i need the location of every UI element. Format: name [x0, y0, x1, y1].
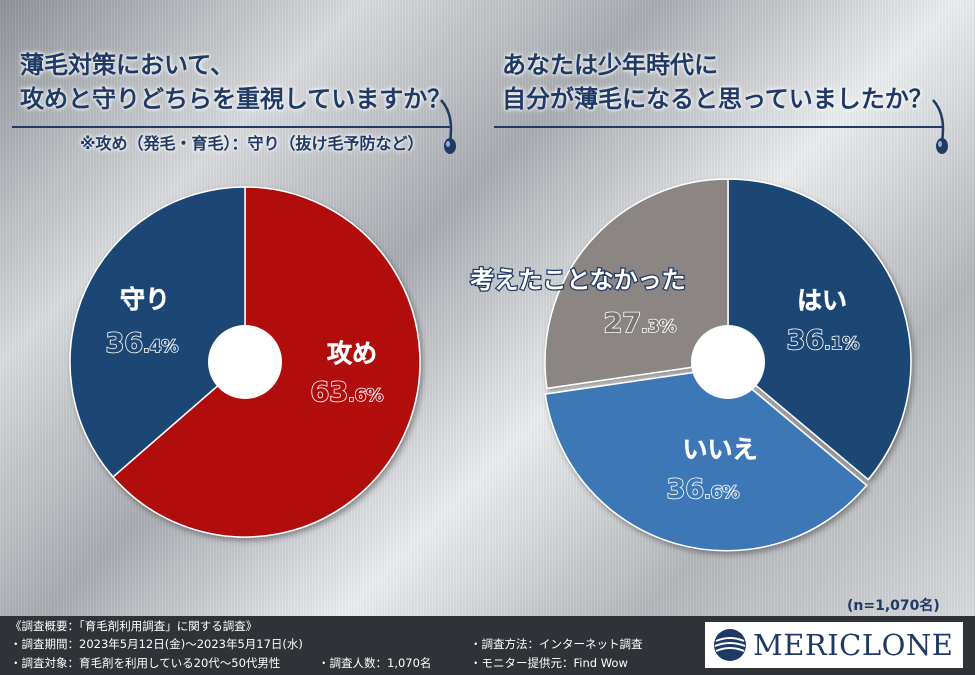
right-title-underline [494, 126, 944, 128]
right-title-line1: あなたは少年時代に [502, 51, 718, 79]
value-never-thought: 27.3% [604, 308, 677, 339]
sample-size: (n=1,070名) [847, 598, 940, 614]
footer-count: ・調査人数：1,070名 [318, 656, 432, 670]
left-title-line1: 薄毛対策において、 [20, 51, 235, 79]
label-no: いいえ [682, 435, 757, 464]
logo-text: MERICLONE [753, 628, 954, 662]
label-yes: はい [797, 286, 847, 315]
slice-defense [69, 186, 246, 478]
value-no: 36.6% [667, 474, 740, 505]
right-chart-title: あなたは少年時代に 自分が薄毛になると思っていましたか？ [502, 48, 933, 116]
left-title-line2: 攻めと守りどちらを重視していますか？ [20, 85, 452, 113]
left-chart-title: 薄毛対策において、 攻めと守りどちらを重視していますか？ [20, 48, 451, 116]
value-attack: 63.6% [311, 377, 384, 408]
left-title-underline [12, 126, 452, 128]
slice-never-thought [544, 178, 729, 390]
value-defense: 36.4% [106, 328, 179, 359]
footer-method: ・調査方法：インターネット調査 [470, 637, 643, 651]
mericlone-logo: MERICLONE [705, 622, 963, 668]
left-pie-hole [208, 325, 282, 399]
hair-icon [440, 99, 456, 154]
label-never-thought: 考えたことなかった [470, 266, 685, 294]
footer-provider: ・モニター提供元：Find Wow [470, 656, 628, 670]
slice-yes [727, 178, 912, 481]
globe-logo-icon [714, 629, 746, 661]
footer-period: ・調査期間：2023年5月12日(金)〜2023年5月17日(水) [10, 637, 303, 651]
footer-target: ・調査対象：育毛剤を利用している20代〜50代男性 [10, 656, 281, 670]
footer-heading: 《調査概要：「育毛剤利用調査」に関する調査》 [10, 619, 258, 633]
hair-icon [932, 99, 948, 154]
label-attack: 攻め [327, 339, 377, 368]
left-note: ※攻め（発毛・育毛）：守り（抜け毛予防など） [80, 134, 424, 153]
label-defense: 守り [120, 285, 170, 314]
slice-no [544, 366, 868, 552]
pie-charts: 守り 36.4% 攻め 63.6% はい 36.1% いいえ 36.6% 考えた… [69, 178, 912, 552]
value-yes: 36.1% [787, 325, 860, 356]
right-title-line2: 自分が薄毛になると思っていましたか？ [502, 85, 933, 113]
right-pie-hole [691, 325, 765, 399]
